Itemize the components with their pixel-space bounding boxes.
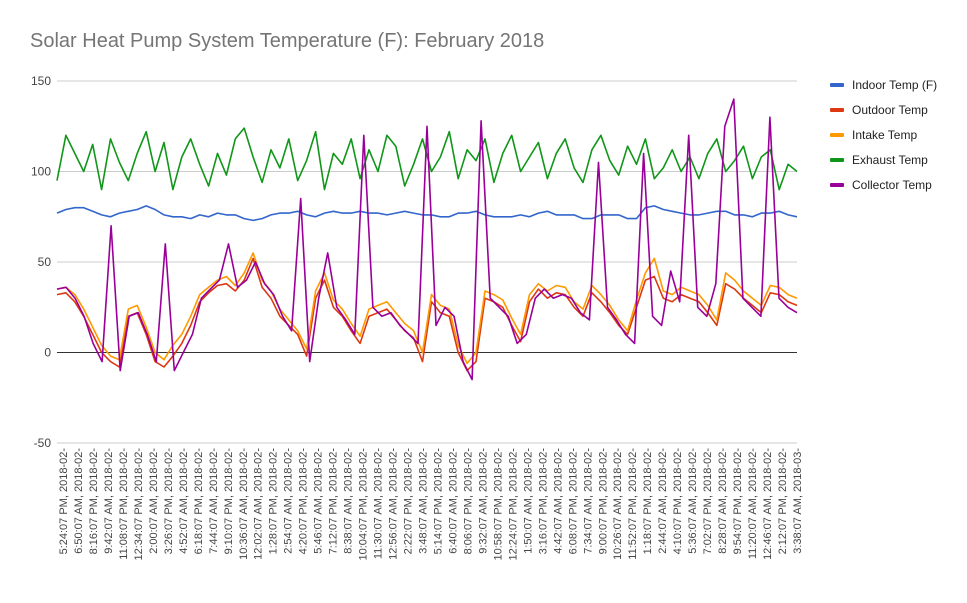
legend-item[interactable]: Outdoor Temp	[830, 97, 937, 122]
x-tick-label: 1:18:07 PM, 2018-02-	[642, 448, 654, 555]
legend-label: Exhaust Temp	[852, 152, 928, 167]
x-tick-label: 2:44:07 AM, 2018-02-	[657, 448, 669, 554]
legend-swatch	[830, 132, 844, 137]
grid-lines	[57, 80, 797, 444]
x-tick-label: 9:00:07 PM, 2018-02-	[597, 448, 609, 555]
legend-item[interactable]: Collector Temp	[830, 172, 937, 197]
series-lines	[56, 98, 798, 381]
x-tick-label: 3:16:07 PM, 2018-02-	[537, 448, 549, 555]
x-tick-label: 5:14:07 PM, 2018-02-	[432, 448, 444, 555]
y-tick-label: 50	[38, 255, 52, 269]
x-tick-label: 3:38:07 AM, 2018-03-	[792, 448, 804, 554]
x-tick-label: 12:02:07 AM, 2018-02-	[253, 448, 265, 560]
x-tick-label: 3:26:07 PM, 2018-02-	[163, 448, 175, 555]
x-tick-label: 1:28:07 PM, 2018-02-	[268, 448, 280, 555]
legend-label: Outdoor Temp	[852, 102, 928, 117]
x-tick-label: 10:58:07 PM, 2018-02-	[492, 448, 504, 561]
x-tick-label: 6:40:07 AM, 2018-02-	[447, 448, 459, 554]
legend-label: Intake Temp	[852, 127, 918, 142]
x-tick-label: 2:54:07 AM, 2018-02-	[283, 448, 295, 554]
legend-label: Indoor Temp (F)	[852, 77, 938, 92]
x-tick-label: 8:16:07 PM, 2018-02-	[88, 448, 100, 555]
legend-swatch	[830, 157, 844, 162]
legend-swatch	[830, 82, 844, 87]
legend-item[interactable]: Intake Temp	[830, 122, 937, 147]
y-axis-ticks: 150 100 50 0 -50	[31, 74, 51, 450]
x-tick-label: 9:42:07 AM, 2018-02-	[103, 448, 115, 554]
x-tick-label: 5:36:07 AM, 2018-02-	[687, 448, 699, 554]
legend-swatch	[830, 182, 844, 187]
x-tick-label: 2:22:07 PM, 2018-02-	[403, 448, 415, 555]
series-line-2	[56, 257, 798, 372]
x-tick-label: 7:12:07 PM, 2018-02-	[328, 448, 340, 555]
x-tick-label: 12:56:07 AM, 2018-02-	[388, 448, 400, 560]
x-tick-label: 11:30:07 AM, 2018-02-	[373, 448, 385, 559]
x-tick-label: 3:48:07 AM, 2018-02-	[418, 448, 430, 554]
x-tick-label: 5:46:07 AM, 2018-02-	[313, 448, 325, 554]
y-tick-label: -50	[34, 436, 52, 450]
x-tick-label: 6:50:07 AM, 2018-02-	[73, 448, 85, 554]
series-line-1	[56, 205, 798, 222]
x-tick-label: 10:36:07 AM, 2018-02-	[238, 448, 250, 560]
x-tick-label: 9:54:07 PM, 2018-02-	[732, 448, 744, 555]
x-tick-label: 9:10:07 PM, 2018-02-	[223, 448, 235, 555]
series-line-5	[56, 98, 798, 381]
legend-item[interactable]: Indoor Temp (F)	[830, 72, 937, 97]
x-tick-label: 10:04:07 PM, 2018-02-	[358, 448, 370, 561]
x-tick-label: 8:28:07 AM, 2018-02-	[717, 448, 729, 554]
x-tick-label: 1:50:07 AM, 2018-02-	[522, 448, 534, 554]
x-tick-label: 12:24:07 PM, 2018-02-	[507, 448, 519, 561]
series-line-3	[56, 252, 798, 365]
x-tick-label: 5:24:07 PM, 2018-02-	[58, 448, 70, 555]
x-axis-ticks: 5:24:07 PM, 2018-02- 6:50:07 AM, 2018-02-…	[58, 448, 804, 561]
legend-swatch	[830, 107, 844, 112]
legend-label: Collector Temp	[852, 177, 932, 192]
y-tick-label: 150	[31, 74, 51, 88]
x-tick-label: 11:08:07 PM, 2018-02-	[118, 448, 130, 560]
y-tick-label: 0	[44, 346, 51, 360]
x-tick-label: 2:12:07 PM, 2018-02-	[777, 448, 789, 555]
x-tick-label: 7:44:07 AM, 2018-02-	[208, 448, 220, 554]
x-tick-label: 6:18:07 PM, 2018-02-	[193, 448, 205, 555]
x-tick-label: 9:32:07 AM, 2018-02-	[477, 448, 489, 554]
x-tick-label: 10:26:07 AM, 2018-02-	[612, 448, 624, 560]
x-tick-label: 12:46:07 AM, 2018-02-	[762, 448, 774, 560]
x-tick-label: 6:08:07 PM, 2018-02-	[567, 448, 579, 555]
chart-title: Solar Heat Pump System Temperature (F): …	[30, 30, 545, 52]
x-tick-label: 4:20:07 PM, 2018-02-	[298, 448, 310, 555]
x-tick-label: 11:52:07 PM, 2018-02-	[627, 448, 639, 560]
x-tick-label: 8:06:07 PM, 2018-02-	[462, 448, 474, 555]
x-tick-label: 4:52:07 AM, 2018-02-	[178, 448, 190, 554]
legend-item[interactable]: Exhaust Temp	[830, 147, 937, 172]
x-tick-label: 7:34:07 AM, 2018-02-	[582, 448, 594, 554]
y-tick-label: 100	[31, 165, 51, 179]
x-tick-label: 7:02:07 PM, 2018-02-	[702, 448, 714, 555]
x-tick-label: 4:10:07 PM, 2018-02-	[672, 448, 684, 555]
x-tick-label: 2:00:07 AM, 2018-02-	[148, 448, 160, 554]
x-tick-label: 12:34:07 PM, 2018-02-	[133, 448, 145, 561]
x-tick-label: 11:20:07 AM, 2018-02-	[747, 448, 759, 559]
series-line-4	[56, 127, 798, 191]
x-tick-label: 4:42:07 AM, 2018-02-	[552, 448, 564, 554]
legend: Indoor Temp (F) Outdoor Temp Intake Temp Ex…	[830, 72, 937, 197]
x-tick-label: 8:38:07 AM, 2018-02-	[343, 448, 355, 554]
